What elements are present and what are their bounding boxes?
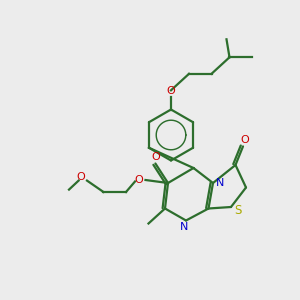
Text: N: N [215, 178, 224, 188]
Text: O: O [167, 86, 176, 96]
Text: O: O [240, 135, 249, 145]
Text: O: O [134, 175, 143, 185]
Text: S: S [234, 203, 242, 217]
Text: O: O [76, 172, 85, 182]
Text: N: N [180, 222, 189, 232]
Text: O: O [151, 152, 160, 162]
